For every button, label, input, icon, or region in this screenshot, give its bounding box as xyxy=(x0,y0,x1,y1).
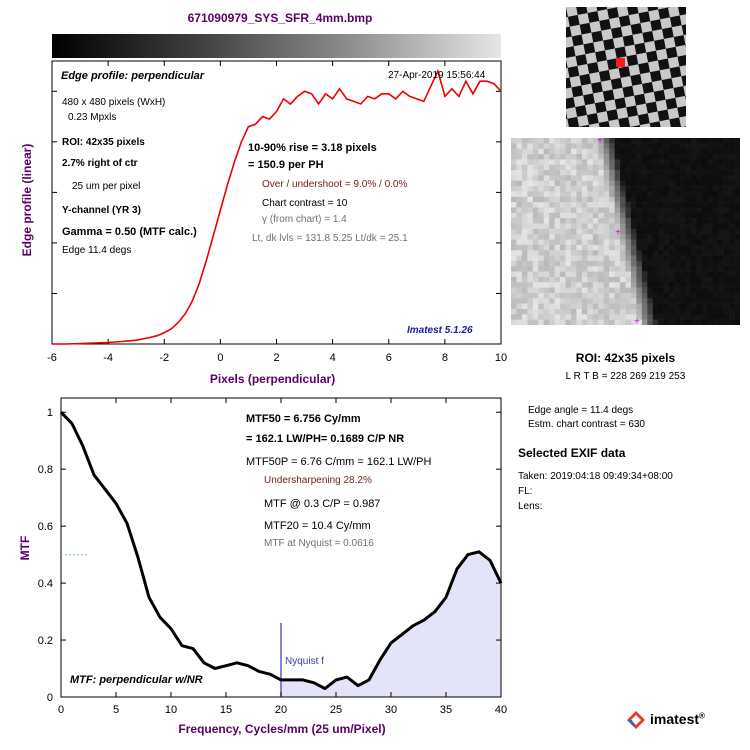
edge-profile-line xyxy=(52,68,502,345)
edge-y-axis-label: Edge profile (linear) xyxy=(20,143,34,257)
exif-title: Selected EXIF data xyxy=(518,446,626,460)
roi-mark-bottom: + xyxy=(634,317,640,325)
edge-x-axis-label: Pixels (perpendicular) xyxy=(209,372,336,386)
edge-plot-frame xyxy=(51,60,502,345)
gradient-bar xyxy=(52,34,501,58)
mtf-y-tick-label: 0.2 xyxy=(38,635,53,647)
mtf-curve xyxy=(59,411,503,690)
edge-x-tick-label: 0 xyxy=(217,352,223,364)
exif-fl: FL: xyxy=(518,486,533,497)
levels-text: Lt, dk lvls = 131.8 5.25 Lt/dk = 25.1 xyxy=(252,233,408,244)
nyquist-mtf-text: MTF at Nyquist = 0.0616 xyxy=(264,538,374,549)
mtf50p-text: MTF50P = 6.76 C/mm = 162.1 LW/PH xyxy=(246,456,432,468)
roi-text: ROI: 42x35 pixels xyxy=(62,137,145,148)
edge-x-tick-label: -4 xyxy=(103,352,113,364)
edge-datetime: 27-Apr-2019 15:56:44 xyxy=(388,70,486,81)
edge-profile-chart: -6 -4 -2 0 2 4 6 8 10 xyxy=(47,60,507,364)
right-of-ctr: 2.7% right of ctr xyxy=(62,158,138,169)
imatest-logo-text: imatest® xyxy=(650,711,705,727)
mtf50-text: MTF50 = 6.756 Cy/mm xyxy=(246,413,361,425)
exif-taken: Taken: 2019:04:18 09:49:34+08:00 xyxy=(518,471,673,482)
mtf-y-tick-label: 0.8 xyxy=(38,464,53,476)
rise-text: 10-90% rise = 3.18 pixels xyxy=(248,142,377,154)
gamma-chart-text: γ (from chart) = 1.4 xyxy=(262,214,347,225)
undersharpening-text: Undersharpening 28.2% xyxy=(264,475,372,486)
edge-x-tick-label: 4 xyxy=(330,352,336,364)
lwph-text: = 162.1 LW/PH= 0.1689 C/P NR xyxy=(246,433,405,445)
mtf-chart: 0 5 10 15 20 25 30 35 40 0 0.2 0.4 0.6 0.8 1 xyxy=(38,397,507,716)
edge-panel-title: Edge profile: perpendicular xyxy=(61,70,205,82)
image-filename: 671090979_SYS_SFR_4mm.bmp xyxy=(187,11,373,25)
roi-lrtb: L R T B = 228 269 219 253 xyxy=(565,371,686,382)
mtf03-text: MTF @ 0.3 C/P = 0.987 xyxy=(264,498,381,510)
mtf-x-axis-label: Frequency, Cycles/mm (25 um/Pixel) xyxy=(178,722,386,736)
mtf-ticks: 0 5 10 15 20 25 30 35 40 0 0.2 0.4 0.6 0.8 1 xyxy=(38,398,507,716)
image-size: 480 x 480 pixels (WxH) xyxy=(62,97,166,108)
chart-contrast-text: Chart contrast = 10 xyxy=(262,198,348,209)
mtf-x-tick-label: 5 xyxy=(113,704,119,716)
mtf-x-tick-label: 15 xyxy=(220,704,232,716)
mtf-x-tick-label: 10 xyxy=(165,704,177,716)
roi-mark-top: + xyxy=(597,138,603,147)
mtf-y-tick-label: 0 xyxy=(47,692,53,704)
mtf-x-tick-label: 25 xyxy=(330,704,342,716)
checkerboard-thumbnail xyxy=(566,7,686,127)
edge-x-ticks: -6 -4 -2 0 2 4 6 8 10 xyxy=(47,61,507,364)
roi-image: + + + xyxy=(511,138,740,325)
mtf-legend-text: MTF: perpendicular w/NR xyxy=(70,674,203,686)
mtf-y-tick-label: 0.4 xyxy=(38,578,53,590)
roi-marker xyxy=(616,58,625,67)
edge-x-tick-label: 2 xyxy=(273,352,279,364)
edge-x-tick-label: 10 xyxy=(495,352,507,364)
roi-mark-mid: + xyxy=(615,228,621,239)
imatest-logo-icon xyxy=(626,710,646,730)
mtf-x-tick-label: 35 xyxy=(440,704,452,716)
mtf-fill-area xyxy=(281,551,501,697)
mtf-y-tick-label: 1 xyxy=(47,407,53,419)
overshoot-text: Over / undershoot = 9.0% / 0.0% xyxy=(262,179,408,190)
edge-x-tick-label: 6 xyxy=(386,352,392,364)
mtf-y-axis-label: MTF xyxy=(18,535,32,561)
mtf-x-tick-label: 30 xyxy=(385,704,397,716)
edge-x-tick-label: -2 xyxy=(159,352,169,364)
roi-title: ROI: 42x35 pixels xyxy=(575,351,676,365)
mtf-x-tick-label: 0 xyxy=(58,704,64,716)
image-mpxls: 0.23 Mpxls xyxy=(68,112,117,123)
mtf-y-tick-label: 0.6 xyxy=(38,521,53,533)
um-per-pixel: 25 um per pixel xyxy=(72,181,141,192)
edge-y-ticks xyxy=(52,90,501,294)
gamma-text: Gamma = 0.50 (MTF calc.) xyxy=(62,226,197,238)
channel-text: Y-channel (YR 3) xyxy=(62,205,141,216)
edge-angle-right: Edge angle = 11.4 degs xyxy=(528,405,634,416)
mtf-x-tick-label: 20 xyxy=(275,704,287,716)
mtf20-text: MTF20 = 10.4 Cy/mm xyxy=(264,520,371,532)
edge-angle-text: Edge 11.4 degs xyxy=(62,245,132,256)
edge-x-tick-label: 8 xyxy=(442,352,448,364)
est-contrast: Estm. chart contrast = 630 xyxy=(528,419,645,430)
per-ph-text: = 150.9 per PH xyxy=(248,159,324,171)
exif-lens: Lens: xyxy=(518,501,543,512)
mtf-x-tick-label: 40 xyxy=(495,704,507,716)
version-text: Imatest 5.1.26 xyxy=(407,325,473,336)
nyquist-label: Nyquist f xyxy=(285,656,324,667)
edge-x-tick-label: -6 xyxy=(47,352,57,364)
